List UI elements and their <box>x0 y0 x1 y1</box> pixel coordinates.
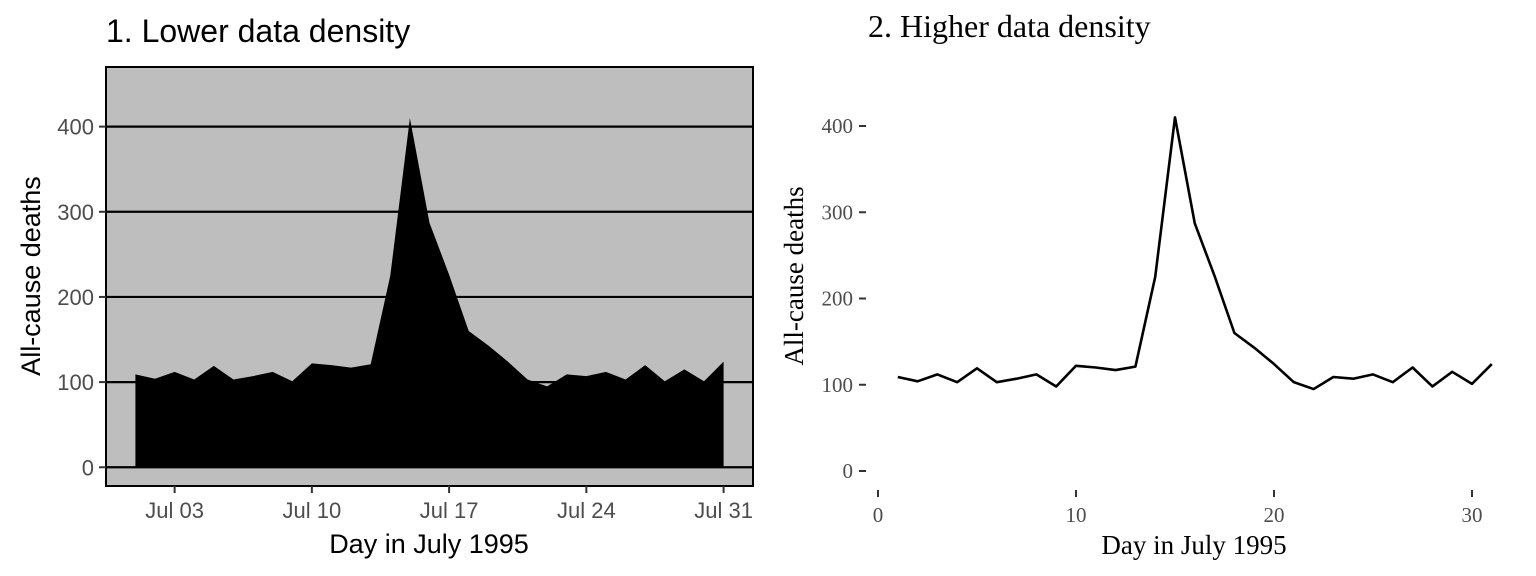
chart-2-y-axis-label: All-cause deaths <box>779 186 809 365</box>
chart-2-y-tick-label: 300 <box>822 200 854 224</box>
chart-2-series-line <box>897 116 1493 391</box>
chart-1-panel-border <box>105 66 754 487</box>
chart-1-x-tick-label: Jul 17 <box>420 498 479 523</box>
chart-1-x-tick-label: Jul 31 <box>694 498 753 523</box>
chart-2-x-axis-label: Day in July 1995 <box>1101 530 1286 560</box>
chart-1-x-tick-label: Jul 24 <box>557 498 616 523</box>
chart-1-title: 1. Lower data density <box>106 13 410 49</box>
chart-2-x-tick-label: 10 <box>1066 503 1087 527</box>
chart-1-y-tick-label: 100 <box>57 370 94 395</box>
chart-2-y-tick-label: 100 <box>822 373 854 397</box>
chart-1-x-tick-label: Jul 03 <box>145 498 204 523</box>
chart-1-area <box>135 118 724 468</box>
chart-1-y-tick-label: 200 <box>57 285 94 310</box>
chart-2-y-tick-label: 200 <box>822 287 854 311</box>
chart-2-x-tick-label: 0 <box>873 503 884 527</box>
chart-1-y-tick-label: 300 <box>57 200 94 225</box>
chart-1-y-tick-label: 400 <box>57 115 94 140</box>
chart-2-y-tick-label: 0 <box>843 459 854 483</box>
chart-1: 1. Lower data density 0 100 200 300 400 Jul … <box>16 13 754 559</box>
chart-2-y-tick-label: 400 <box>822 114 854 138</box>
chart-1-y-tick-label: 0 <box>82 455 94 480</box>
chart-2: 2. Higher data density 0 100 200 300 400 0 10… <box>779 8 1493 560</box>
chart-1-x-axis-label: Day in July 1995 <box>329 529 529 559</box>
chart-1-y-axis-label: All-cause deaths <box>16 176 46 376</box>
chart-1-x-tick-label: Jul 10 <box>283 498 342 523</box>
chart-2-x-tick-label: 30 <box>1462 503 1483 527</box>
chart-2-x-tick-label: 20 <box>1264 503 1285 527</box>
chart-2-title: 2. Higher data density <box>868 8 1151 44</box>
